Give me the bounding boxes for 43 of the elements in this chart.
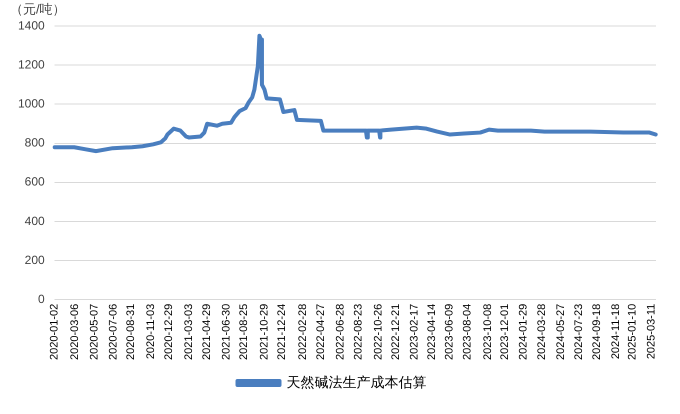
x-tick-label: 2023-10-08 (482, 304, 494, 360)
x-tick-label: 2020-01-02 (48, 304, 61, 360)
x-tick-label: 2020-07-06 (107, 304, 120, 360)
x-tick-label: 2024-09-18 (590, 304, 603, 360)
x-tick-label: 2025-03-11 (646, 304, 658, 360)
x-tick-label: 2023-02-17 (408, 304, 420, 360)
y-tick-label: 0 (38, 292, 46, 306)
y-axis-title: （元/吨） (10, 2, 66, 17)
x-tick-label: 2024-11-18 (610, 304, 622, 360)
y-tick-label: 400 (24, 214, 46, 228)
y-tick-label: 800 (24, 136, 46, 150)
x-tick-label: 2022-02-28 (296, 304, 309, 360)
y-tick-label: 1400 (18, 18, 46, 32)
y-tick-label: 1200 (18, 57, 46, 72)
x-tick-label: 2022-08-23 (352, 304, 364, 360)
x-tick-label: 2024-03-28 (536, 304, 548, 360)
x-tick-label: 2025-01-10 (626, 304, 639, 360)
x-tick-label: 2020-03-06 (68, 304, 81, 360)
x-tick-label: 2020-12-29 (162, 304, 175, 360)
y-tick-label: 200 (24, 252, 46, 267)
x-tick-label: 2021-12-24 (276, 304, 288, 360)
x-tick-label: 2022-06-28 (334, 304, 347, 360)
x-tick-label: 2022-12-21 (390, 304, 402, 360)
x-tick-label: 2023-08-04 (461, 304, 474, 360)
x-tick-label: 2022-10-26 (372, 304, 385, 360)
y-tick-label: 600 (24, 174, 46, 189)
y-tick-label: 1000 (18, 96, 46, 111)
x-tick-label: 2023-04-14 (426, 304, 438, 360)
x-tick-label: 2020-08-31 (124, 304, 137, 360)
x-tick-label: 2023-12-01 (498, 304, 511, 360)
legend-label: 天然碱法生产成本估算 (286, 374, 426, 390)
x-tick-label: 2021-10-29 (258, 304, 271, 360)
x-tick-label: 2024-07-23 (572, 304, 585, 360)
x-tick-label: 2021-08-25 (238, 304, 250, 360)
x-tick-label: 2024-05-27 (554, 304, 567, 360)
x-tick-label: 2021-03-03 (182, 304, 195, 360)
x-tick-label: 2024-01-29 (517, 304, 530, 360)
x-tick-label: 2020-11-03 (145, 304, 158, 360)
x-tick-label: 2023-06-09 (444, 304, 456, 360)
x-tick-label: 2022-04-27 (315, 304, 328, 360)
x-tick-label: 2020-05-07 (88, 304, 100, 360)
x-tick-label: 2021-04-29 (200, 304, 213, 360)
x-tick-label: 2021-06-30 (220, 304, 232, 360)
